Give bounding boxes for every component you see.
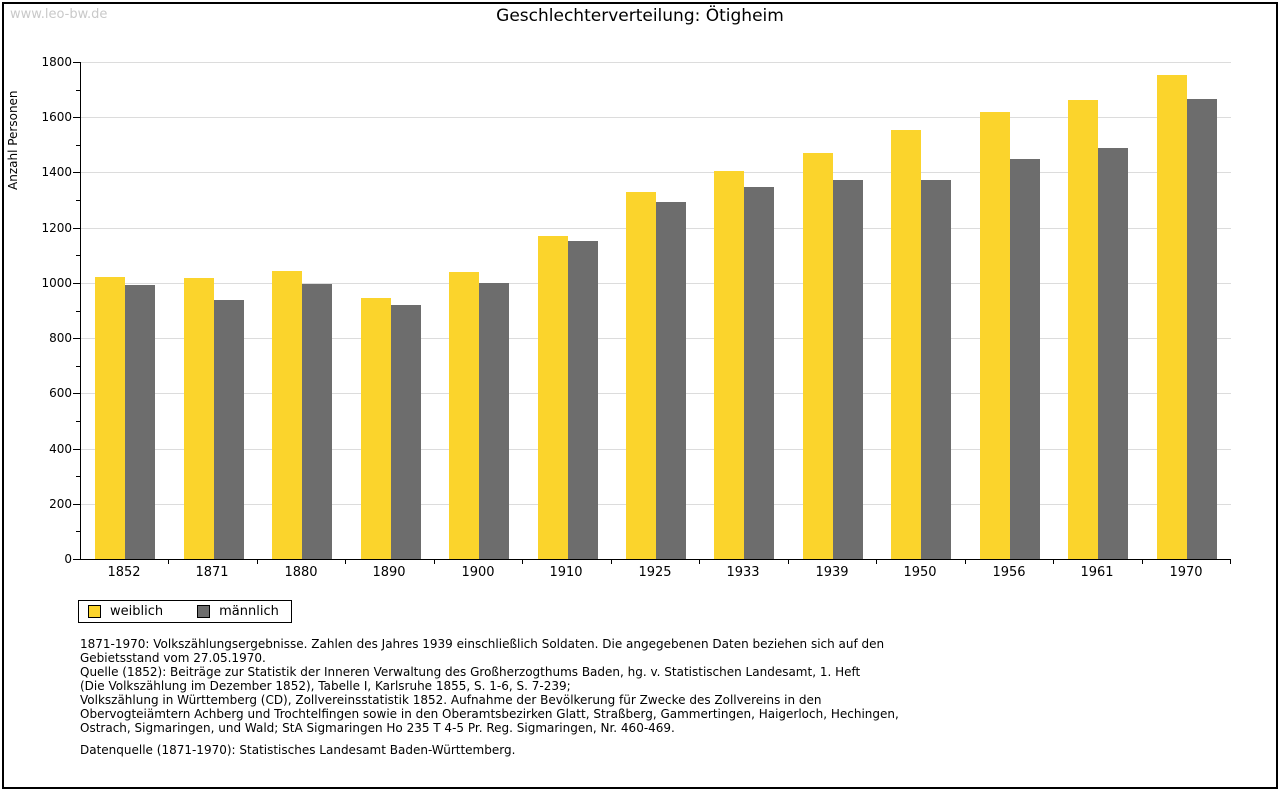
bar-weiblich-1925 bbox=[626, 192, 656, 559]
y-major-tick-1200 bbox=[73, 228, 80, 229]
legend-label-weiblich: weiblich bbox=[110, 604, 164, 619]
x-tick-label-1939: 1939 bbox=[815, 565, 849, 580]
gridline-1600 bbox=[81, 117, 1231, 119]
bar-weiblich-1933 bbox=[714, 171, 744, 559]
bar-maennlich-1970 bbox=[1187, 99, 1217, 559]
gridline-1800 bbox=[81, 62, 1231, 63]
x-tick-label-1852: 1852 bbox=[107, 565, 141, 580]
y-major-tick-1600 bbox=[73, 117, 80, 118]
bar-weiblich-1910 bbox=[538, 236, 568, 559]
plot-area bbox=[80, 62, 1231, 560]
x-tick-label-1910: 1910 bbox=[549, 565, 583, 580]
bar-maennlich-1961 bbox=[1098, 148, 1128, 559]
y-tick-label-1000: 1000 bbox=[41, 276, 72, 290]
legend-swatch-weiblich bbox=[88, 605, 101, 618]
bar-weiblich-1939 bbox=[803, 153, 833, 559]
bar-weiblich-1890 bbox=[361, 298, 391, 559]
datasource-line: Datenquelle (1871-1970): Statistisches L… bbox=[80, 743, 516, 757]
x-tick-label-1961: 1961 bbox=[1080, 565, 1114, 580]
y-major-tick-1800 bbox=[73, 62, 80, 63]
footnote-line: Gebietsstand vom 27.05.1970. bbox=[80, 651, 266, 665]
legend-item-weiblich: weiblich bbox=[88, 604, 163, 619]
bar-weiblich-1956 bbox=[980, 112, 1010, 559]
footnote-line: Obervogteiämtern Achberg und Trochtelfin… bbox=[80, 707, 899, 721]
y-major-tick-1400 bbox=[73, 172, 80, 173]
bar-maennlich-1956 bbox=[1010, 159, 1040, 559]
bar-maennlich-1910 bbox=[568, 241, 598, 559]
bar-weiblich-1871 bbox=[184, 278, 214, 559]
bar-weiblich-1852 bbox=[95, 277, 125, 559]
gridline-1400 bbox=[81, 172, 1231, 174]
bar-weiblich-1961 bbox=[1068, 100, 1098, 559]
legend-item-maennlich: männlich bbox=[197, 604, 279, 619]
y-major-tick-400 bbox=[73, 449, 80, 450]
x-tick-label-1890: 1890 bbox=[372, 565, 406, 580]
y-tick-label-400: 400 bbox=[49, 442, 72, 456]
y-major-tick-1000 bbox=[73, 283, 80, 284]
y-major-tick-0 bbox=[73, 559, 80, 560]
bar-weiblich-1900 bbox=[449, 272, 479, 559]
bar-maennlich-1880 bbox=[302, 284, 332, 559]
bar-weiblich-1970 bbox=[1157, 75, 1187, 559]
x-tick-label-1970: 1970 bbox=[1169, 565, 1203, 580]
bar-maennlich-1925 bbox=[656, 202, 686, 559]
y-tick-label-200: 200 bbox=[49, 497, 72, 511]
bar-maennlich-1890 bbox=[391, 305, 421, 559]
x-tick-label-1950: 1950 bbox=[903, 565, 937, 580]
y-tick-label-600: 600 bbox=[49, 386, 72, 400]
footnote-line: 1871-1970: Volkszählungsergebnisse. Zahl… bbox=[80, 637, 885, 651]
footnotes: 1871-1970: Volkszählungsergebnisse. Zahl… bbox=[80, 637, 1240, 757]
x-tick-label-1871: 1871 bbox=[195, 565, 229, 580]
legend-swatch-maennlich bbox=[197, 605, 211, 618]
bar-maennlich-1939 bbox=[833, 180, 863, 559]
y-tick-label-800: 800 bbox=[49, 331, 72, 345]
y-tick-label-0: 0 bbox=[64, 552, 72, 566]
chart-title: Geschlechterverteilung: Ötigheim bbox=[496, 6, 784, 26]
x-tick-label-1900: 1900 bbox=[461, 565, 495, 580]
y-major-tick-600 bbox=[73, 393, 80, 394]
footnote-line: Quelle (1852): Beiträge zur Statistik de… bbox=[80, 665, 861, 679]
bar-maennlich-1852 bbox=[125, 285, 155, 559]
y-major-tick-800 bbox=[73, 338, 80, 339]
y-axis-title: Anzahl Personen bbox=[6, 90, 20, 190]
footnote-line: Volkszählung in Württemberg (CD), Zollve… bbox=[80, 693, 822, 707]
bar-maennlich-1900 bbox=[479, 283, 509, 559]
x-tick-label-1880: 1880 bbox=[284, 565, 318, 580]
legend-label-maennlich: männlich bbox=[219, 604, 279, 619]
watermark: www.leo-bw.de bbox=[10, 7, 108, 22]
bar-weiblich-1950 bbox=[891, 130, 921, 559]
footnote-line: Ostrach, Sigmaringen, und Wald; StA Sigm… bbox=[80, 721, 675, 735]
x-tick-label-1925: 1925 bbox=[638, 565, 672, 580]
x-tick-label-1956: 1956 bbox=[992, 565, 1026, 580]
y-major-tick-200 bbox=[73, 504, 80, 505]
bar-maennlich-1950 bbox=[921, 180, 951, 559]
footnote-line: (Die Volkszählung im Dezember 1852), Tab… bbox=[80, 679, 571, 693]
bar-maennlich-1871 bbox=[214, 300, 244, 559]
y-tick-label-1200: 1200 bbox=[41, 221, 72, 235]
legend: weiblich männlich bbox=[78, 600, 292, 623]
bar-maennlich-1933 bbox=[744, 187, 774, 559]
bar-weiblich-1880 bbox=[272, 271, 302, 559]
x-tick-label-1933: 1933 bbox=[726, 565, 760, 580]
